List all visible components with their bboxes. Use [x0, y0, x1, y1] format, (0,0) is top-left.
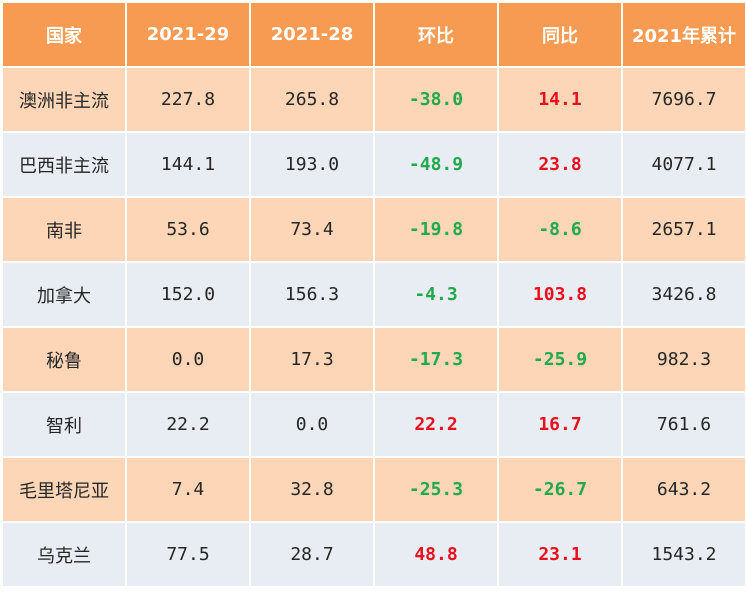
year-to-date-cell: 643.2: [621, 456, 746, 523]
week-over-week-cell: -38.0: [373, 66, 499, 133]
week-28-cell: 265.8: [249, 66, 375, 133]
year-to-date-cell: 4077.1: [621, 131, 746, 198]
year-to-date-cell: 982.3: [621, 326, 746, 393]
week-29-cell: 227.8: [125, 66, 251, 133]
week-28-cell: 156.3: [249, 261, 375, 328]
week-over-week-cell: -25.3: [373, 456, 499, 523]
week-28-cell: 32.8: [249, 456, 375, 523]
week-28-cell: 73.4: [249, 196, 375, 263]
header-week-28: 2021-28: [249, 1, 375, 68]
table-row: 澳洲非主流 227.8 265.8 -38.0 14.1 7696.7: [1, 66, 746, 133]
week-29-cell: 0.0: [125, 326, 251, 393]
year-over-year-cell: -25.9: [497, 326, 623, 393]
week-over-week-cell: -4.3: [373, 261, 499, 328]
week-28-cell: 193.0: [249, 131, 375, 198]
country-cell: 加拿大: [1, 261, 127, 328]
header-country: 国家: [1, 1, 127, 68]
header-year-over-year: 同比: [497, 1, 623, 68]
table-row: 智利 22.2 0.0 22.2 16.7 761.6: [1, 391, 746, 458]
table-row: 南非 53.6 73.4 -19.8 -8.6 2657.1: [1, 196, 746, 263]
week-28-cell: 28.7: [249, 521, 375, 588]
country-cell: 乌克兰: [1, 521, 127, 588]
country-cell: 智利: [1, 391, 127, 458]
year-over-year-cell: -26.7: [497, 456, 623, 523]
week-29-cell: 53.6: [125, 196, 251, 263]
week-over-week-cell: -48.9: [373, 131, 499, 198]
year-to-date-cell: 3426.8: [621, 261, 746, 328]
year-over-year-cell: 14.1: [497, 66, 623, 133]
table-row: 秘鲁 0.0 17.3 -17.3 -25.9 982.3: [1, 326, 746, 393]
week-over-week-cell: -19.8: [373, 196, 499, 263]
header-year-to-date: 2021年累计: [621, 1, 746, 68]
year-over-year-cell: -8.6: [497, 196, 623, 263]
week-29-cell: 77.5: [125, 521, 251, 588]
year-to-date-cell: 1543.2: [621, 521, 746, 588]
table-row: 毛里塔尼亚 7.4 32.8 -25.3 -26.7 643.2: [1, 456, 746, 523]
country-cell: 秘鲁: [1, 326, 127, 393]
week-29-cell: 144.1: [125, 131, 251, 198]
week-28-cell: 17.3: [249, 326, 375, 393]
week-29-cell: 7.4: [125, 456, 251, 523]
country-cell: 巴西非主流: [1, 131, 127, 198]
header-week-29: 2021-29: [125, 1, 251, 68]
table-row: 乌克兰 77.5 28.7 48.8 23.1 1543.2: [1, 521, 746, 588]
year-over-year-cell: 103.8: [497, 261, 623, 328]
data-table: 国家 2021-29 2021-28 环比 同比 2021年累计 澳洲非主流 2…: [1, 1, 746, 588]
country-cell: 毛里塔尼亚: [1, 456, 127, 523]
week-29-cell: 22.2: [125, 391, 251, 458]
week-28-cell: 0.0: [249, 391, 375, 458]
table-row: 加拿大 152.0 156.3 -4.3 103.8 3426.8: [1, 261, 746, 328]
country-cell: 澳洲非主流: [1, 66, 127, 133]
week-29-cell: 152.0: [125, 261, 251, 328]
table-row: 巴西非主流 144.1 193.0 -48.9 23.8 4077.1: [1, 131, 746, 198]
year-over-year-cell: 23.1: [497, 521, 623, 588]
week-over-week-cell: 22.2: [373, 391, 499, 458]
year-to-date-cell: 7696.7: [621, 66, 746, 133]
table-header-row: 国家 2021-29 2021-28 环比 同比 2021年累计: [1, 1, 746, 68]
year-over-year-cell: 23.8: [497, 131, 623, 198]
country-cell: 南非: [1, 196, 127, 263]
year-to-date-cell: 2657.1: [621, 196, 746, 263]
header-week-over-week: 环比: [373, 1, 499, 68]
week-over-week-cell: -17.3: [373, 326, 499, 393]
week-over-week-cell: 48.8: [373, 521, 499, 588]
year-to-date-cell: 761.6: [621, 391, 746, 458]
year-over-year-cell: 16.7: [497, 391, 623, 458]
